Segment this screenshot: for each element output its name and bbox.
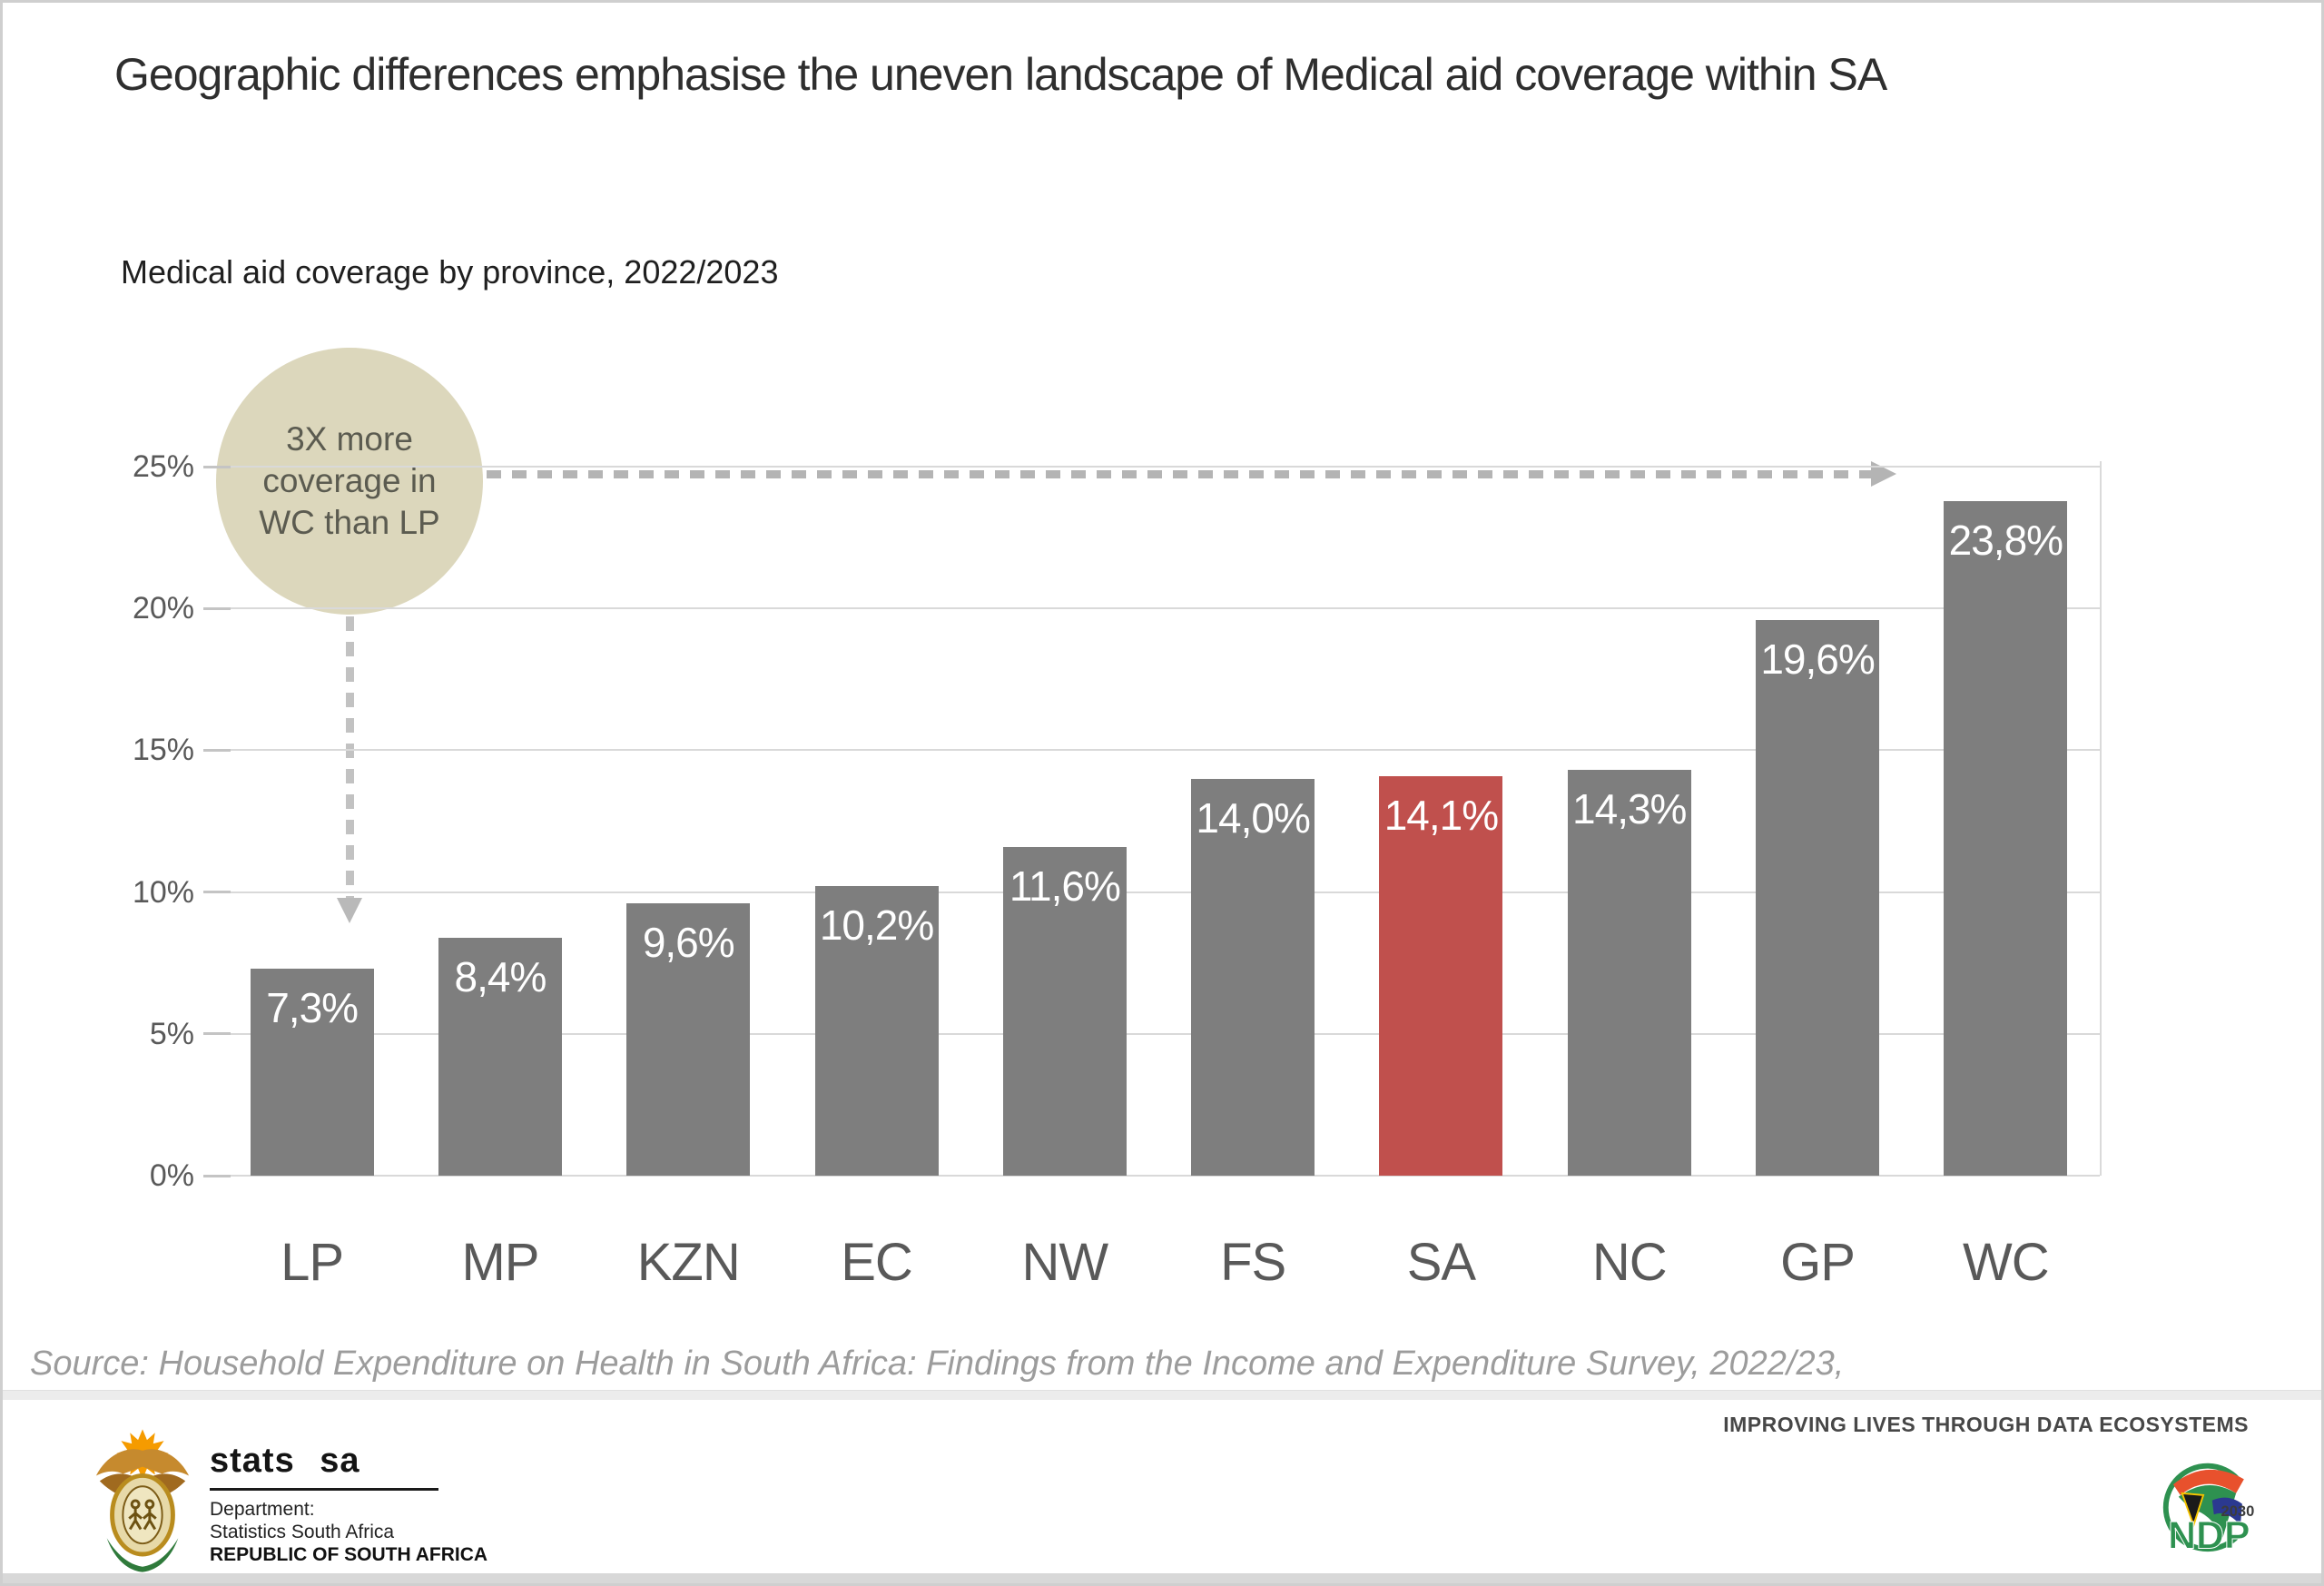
page-title: Geographic differences emphasise the une…	[114, 49, 1887, 100]
gridline	[218, 891, 2100, 893]
chart-subtitle: Medical aid coverage by province, 2022/2…	[121, 253, 779, 291]
annotation-bubble: 3X more coverage in WC than LP	[216, 348, 483, 615]
bar: 8,4%	[438, 937, 562, 1176]
y-axis-tick	[203, 1174, 231, 1177]
stats-sa-dept-line: Statistics South Africa	[210, 1522, 395, 1542]
x-axis-label: MP	[461, 1233, 539, 1292]
x-axis-label: KZN	[636, 1233, 741, 1292]
stats-sa-logo-text: stats sa Department: Statistics South Af…	[210, 1442, 487, 1566]
bar: 14,1%	[1379, 775, 1503, 1176]
bar-value-label: 14,1%	[1384, 791, 1499, 839]
gridline	[218, 1175, 2100, 1177]
gridline	[218, 466, 2100, 468]
bar-value-label: 9,6%	[642, 919, 735, 967]
bar: 10,2%	[814, 886, 939, 1176]
y-axis-label: 0%	[149, 1158, 194, 1193]
source-note: Source: Household Expenditure on Health …	[30, 1345, 1845, 1383]
y-axis-label: 25%	[132, 449, 194, 484]
annotation-line: 3X more	[286, 420, 413, 458]
stats-sa-coat-of-arms-icon	[95, 1429, 190, 1572]
plot-area: 0% 5% 10% 15% 20% 25% 7,3% LP 8,4% MP 9,6% KZN 10,2%…	[133, 449, 2102, 1292]
annotation-line: WC than LP	[259, 504, 440, 541]
stats-sa-dept-line: REPUBLIC OF SOUTH AFRICA	[210, 1544, 488, 1565]
bar-value-label: 8,4%	[454, 952, 547, 1000]
x-axis-label: FS	[1220, 1233, 1286, 1292]
bar-value-label: 10,2%	[819, 901, 934, 950]
y-axis-tick	[203, 748, 231, 752]
x-axis-label: GP	[1780, 1233, 1856, 1292]
x-axis-label: LP	[281, 1233, 344, 1292]
ndp-2030-logo-icon: 2030 NDP	[2162, 1463, 2255, 1558]
x-axis-label: NC	[1591, 1233, 1668, 1292]
y-axis-tick	[203, 606, 231, 610]
bar-value-label: 14,0%	[1196, 793, 1310, 842]
bar-value-label: 14,3%	[1572, 785, 1687, 833]
bar-value-label: 7,3%	[266, 983, 359, 1031]
x-axis-label: SA	[1406, 1233, 1476, 1292]
dashed-arrow-vertical	[346, 616, 354, 898]
bar: 14,0%	[1191, 778, 1315, 1176]
y-axis-tick	[203, 465, 231, 468]
bar: 19,6%	[1756, 619, 1880, 1176]
y-axis-tick	[203, 891, 231, 894]
stats-sa-dept-line: Department:	[210, 1499, 315, 1520]
dashed-arrow-horizontal	[487, 470, 1871, 478]
bar: 7,3%	[250, 968, 374, 1176]
plot-right-border	[2100, 461, 2102, 1176]
annotation-line: coverage in	[262, 462, 437, 499]
bar: 9,6%	[626, 903, 751, 1176]
gridline	[218, 607, 2100, 610]
x-axis-label: NW	[1021, 1233, 1109, 1292]
gridline	[218, 749, 2100, 752]
y-axis-label: 20%	[132, 591, 194, 626]
bottom-edge-strip	[3, 1573, 2321, 1583]
arrowhead-right-icon	[1871, 461, 1896, 487]
x-axis-label: WC	[1963, 1233, 2050, 1292]
footer-tagline: IMPROVING LIVES THROUGH DATA ECOSYSTEMS	[1723, 1413, 2249, 1436]
stats-sa-brand: stats sa	[210, 1442, 360, 1480]
y-axis-label: 15%	[132, 733, 194, 768]
y-axis-label: 5%	[149, 1016, 194, 1051]
x-axis-label: EC	[841, 1233, 913, 1292]
arrowhead-down-icon	[337, 898, 362, 923]
ndp-acronym-label: NDP	[2168, 1513, 2250, 1557]
y-axis-label: 10%	[132, 874, 194, 910]
bar-value-label: 11,6%	[1009, 862, 1121, 910]
footer-separator	[3, 1390, 2321, 1401]
bar-value-label: 19,6%	[1760, 635, 1875, 683]
bar-value-label: 23,8%	[1948, 516, 2063, 564]
bar: 14,3%	[1567, 770, 1691, 1176]
bar: 23,8%	[1944, 500, 2068, 1176]
stats-sa-rule	[210, 1488, 438, 1491]
y-axis-tick	[203, 1032, 231, 1036]
gridline	[218, 1032, 2100, 1035]
ndp-year-label: 2030	[2221, 1502, 2255, 1520]
bar: 11,6%	[1002, 846, 1127, 1176]
footer: stats sa Department: Statistics South Af…	[3, 1400, 2321, 1578]
